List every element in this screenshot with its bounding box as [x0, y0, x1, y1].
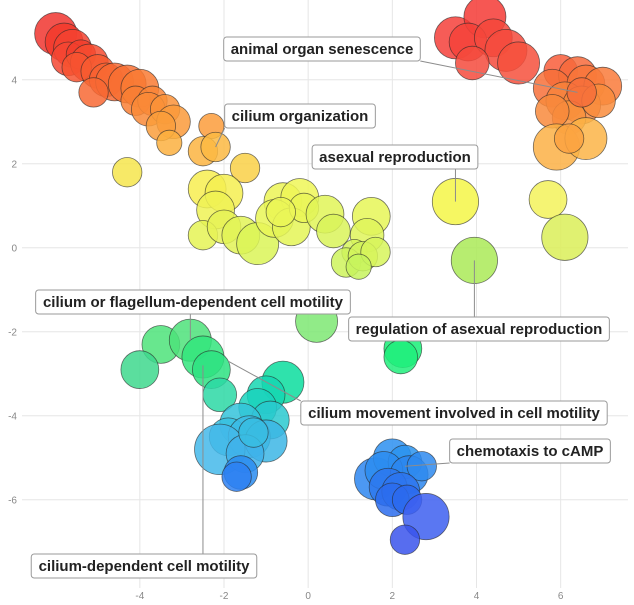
annotation-label: cilium movement involved in cell motilit… [227, 360, 608, 426]
bubble-point[interactable] [112, 157, 143, 188]
y-tick-label: 4 [11, 75, 17, 86]
annotation-box [348, 316, 610, 342]
annotation-box [223, 36, 421, 62]
annotation-label: cilium or flagellum-dependent cell motil… [35, 289, 351, 341]
bubble-point[interactable] [528, 180, 568, 219]
y-tick-label: -4 [8, 411, 17, 422]
bubble-point[interactable] [566, 77, 597, 108]
annotation-box [35, 289, 351, 315]
annotation-text: cilium-dependent cell motility [39, 558, 251, 575]
bubble-point[interactable] [541, 213, 589, 261]
bubble-point[interactable] [383, 339, 418, 375]
bubble-point[interactable] [265, 196, 296, 228]
bubble-point[interactable] [156, 129, 183, 156]
bubble-point[interactable] [78, 77, 109, 108]
annotation-box [449, 438, 611, 464]
annotation-text: chemotaxis to cAMP [457, 443, 604, 460]
y-tick-label: -6 [8, 495, 17, 506]
bubble-point[interactable] [497, 41, 541, 85]
annotation-text: regulation of asexual reproduction [356, 321, 603, 338]
bubble-point[interactable] [535, 94, 570, 129]
bubble-point[interactable] [238, 417, 269, 448]
x-tick-label: 4 [474, 591, 480, 602]
leader-line [227, 360, 302, 402]
x-tick-label: 2 [390, 591, 396, 602]
bubble-point[interactable] [221, 461, 252, 492]
leader-line [215, 127, 226, 148]
bubble-point[interactable] [455, 45, 490, 81]
x-tick-label: -2 [220, 591, 229, 602]
x-tick-label: -4 [135, 591, 144, 602]
bubble-point[interactable] [200, 131, 231, 163]
annotation-box [224, 103, 376, 129]
bubble-point[interactable] [120, 350, 160, 389]
annotation-text: animal organ senescence [231, 41, 414, 58]
annotation-label: regulation of asexual reproduction [348, 260, 610, 342]
annotation-label: cilium-dependent cell motility [30, 365, 258, 579]
bubble-point[interactable] [553, 123, 585, 154]
annotation-text: asexual reproduction [319, 149, 471, 166]
annotation-box [311, 144, 479, 170]
axis-ticks: -4 -2 0 2 4 6 4 2 0 -2 -4 -6 [8, 75, 564, 602]
bubble-point[interactable] [316, 213, 351, 249]
annotation-layer: animal organ senescence cilium organizati… [30, 36, 611, 579]
annotation-text: cilium movement involved in cell motilit… [308, 405, 600, 422]
annotation-label: asexual reproduction [311, 144, 479, 202]
leader-line [404, 462, 450, 467]
y-tick-label: 0 [11, 243, 17, 254]
y-tick-label: -2 [8, 327, 17, 338]
annotation-box [300, 400, 608, 426]
annotation-label: cilium organization [215, 103, 376, 148]
annotation-label: chemotaxis to cAMP [404, 438, 611, 467]
annotation-text: cilium or flagellum-dependent cell motil… [43, 294, 344, 311]
annotation-label: animal organ senescence [223, 36, 578, 93]
bubble-point[interactable] [229, 152, 261, 184]
bubble-point[interactable] [345, 253, 372, 280]
bubble-point[interactable] [389, 524, 421, 555]
x-tick-label: 6 [558, 591, 564, 602]
annotation-text: cilium organization [232, 108, 369, 125]
y-tick-label: 2 [11, 159, 17, 170]
leader-line [420, 60, 578, 93]
x-tick-label: 0 [305, 591, 311, 602]
annotation-box [30, 553, 258, 579]
